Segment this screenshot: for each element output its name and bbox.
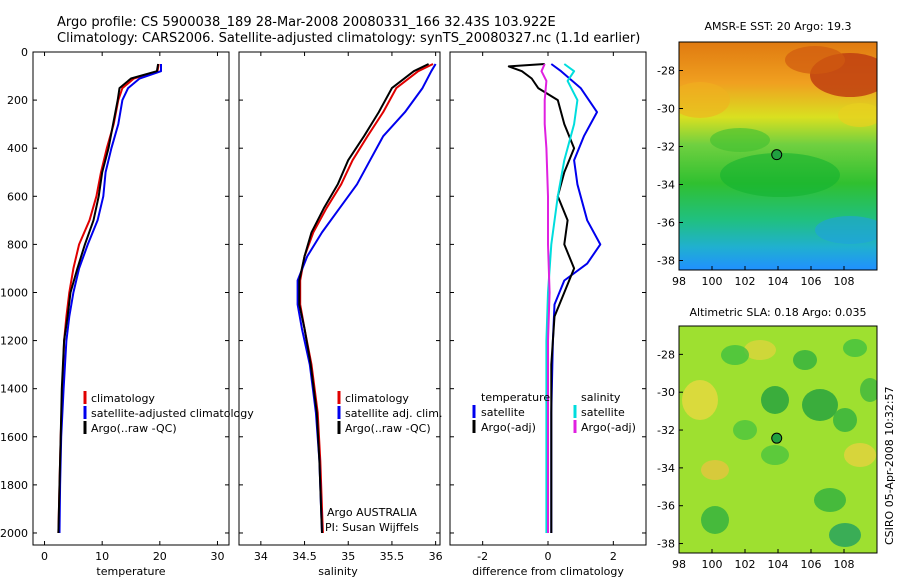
y-tick-label: 800 <box>7 238 28 251</box>
y-tick-label: 200 <box>7 94 28 107</box>
map-x-tick-label: 108 <box>834 558 855 571</box>
x-tick-label: 0 <box>545 550 552 563</box>
sla-argo-location-marker <box>771 432 783 444</box>
map-y-tick-label: -34 <box>657 462 675 475</box>
temperature-axes-box <box>32 51 230 546</box>
salinity-legend: climatology satellite adj. clim. Argo(..… <box>337 391 442 435</box>
argo-note-line1: Argo AUSTRALIA <box>327 506 417 519</box>
salinity-panel: 34 34.5 35 35.5 36 salinity climatology sate… <box>238 51 443 578</box>
y-tick-label: 1600 <box>0 431 28 444</box>
x-tick-label: 30 <box>210 550 224 563</box>
y-tick-label: 600 <box>7 190 28 203</box>
series-line-satellite-adjusted-climatology <box>58 64 162 534</box>
temperature-legend-climatology: climatology <box>91 392 155 405</box>
difference-plot: -2 0 2 <box>450 51 646 563</box>
map-x-tick-label: 106 <box>801 275 822 288</box>
map-y-tick-label: -28 <box>657 65 675 78</box>
map-y-tick-label: -30 <box>657 386 675 399</box>
series-line-argo-raw-qc- <box>298 63 430 534</box>
y-tick-label: 1400 <box>0 383 28 396</box>
map-x-tick-label: 106 <box>801 558 822 571</box>
sla-map-title: Altimetric SLA: 0.18 Argo: 0.035 <box>689 306 866 319</box>
sla-map-axes: 98 100 102 104 106 108 -28 -30 -32 -34 -36 -38 <box>657 348 854 571</box>
difference-legend-temp-argo: Argo(-adj) <box>481 421 536 434</box>
x-tick-label: -2 <box>477 550 488 563</box>
series-line-argo-raw-qc- <box>57 63 160 534</box>
map-x-tick-label: 98 <box>672 558 686 571</box>
x-tick-label: 0 <box>41 550 48 563</box>
x-tick-label: 35.5 <box>380 550 405 563</box>
series-line-climatology <box>57 63 160 534</box>
temperature-xlabel: temperature <box>96 565 165 578</box>
map-y-tick-label: -30 <box>657 103 675 116</box>
map-y-tick-label: -38 <box>657 538 675 551</box>
salinity-axes-box <box>238 51 441 546</box>
map-x-tick-label: 104 <box>768 558 789 571</box>
map-x-tick-label: 100 <box>702 558 723 571</box>
series-line-satellite-adj-clim- <box>296 63 437 534</box>
difference-legend-sal-heading: salinity <box>581 391 621 404</box>
map-y-tick-label: -34 <box>657 179 675 192</box>
map-x-tick-label: 98 <box>672 275 686 288</box>
temperature-legend: climatology satellite-adjusted climatolo… <box>83 391 254 435</box>
difference-panel: -2 0 2 difference from climatology tempera… <box>449 51 647 578</box>
map-x-tick-label: 100 <box>702 275 723 288</box>
sst-map-title: AMSR-E SST: 20 Argo: 19.3 <box>704 20 851 33</box>
x-tick-label: 34.5 <box>292 550 317 563</box>
difference-legend-sal-argo: Argo(-adj) <box>581 421 636 434</box>
map-y-tick-label: -36 <box>657 500 675 513</box>
difference-legend: temperature satellite Argo(-adj) salinit… <box>472 391 636 434</box>
map-y-tick-label: -28 <box>657 348 675 361</box>
temperature-plot: 0 10 20 30 0 200 400 600 800 1000 1200 1400 1600 1800… <box>0 46 229 563</box>
map-y-tick-label: -38 <box>657 255 675 268</box>
salinity-legend-satellite: satellite adj. clim. <box>345 407 442 420</box>
salinity-plot: 34 34.5 35 35.5 36 <box>239 51 443 563</box>
figure-title-line1: Argo profile: CS 5900038_189 28-Mar-2008… <box>57 15 556 30</box>
map-y-tick-label: -32 <box>657 141 675 154</box>
y-tick-label: 1800 <box>0 479 28 492</box>
y-tick-label: 2000 <box>0 527 28 540</box>
map-x-tick-label: 102 <box>735 558 756 571</box>
y-tick-label: 400 <box>7 142 28 155</box>
temperature-legend-argo: Argo(..raw -QC) <box>91 422 177 435</box>
temperature-panel: 0 10 20 30 0 200 400 600 800 1000 1200 1400 1600 1800… <box>0 46 254 578</box>
map-x-tick-label: 102 <box>735 275 756 288</box>
sla-map-panel: Altimetric SLA: 0.18 Argo: 0.035 98 100 10… <box>657 306 878 571</box>
sst-map-panel: AMSR-E SST: 20 Argo: 19.3 98 100 102 104 106… <box>657 20 878 289</box>
map-y-tick-label: -32 <box>657 424 675 437</box>
x-tick-label: 35 <box>341 550 355 563</box>
series-line-salinity-satellite <box>545 63 579 533</box>
difference-legend-sal-satellite: satellite <box>581 406 625 419</box>
x-tick-label: 36 <box>429 550 443 563</box>
temperature-legend-satellite: satellite-adjusted climatology <box>91 407 254 420</box>
x-tick-label: 34 <box>254 550 268 563</box>
side-timestamp: CSIRO 05-Apr-2008 10:32:57 <box>883 386 896 545</box>
map-x-tick-label: 104 <box>768 275 789 288</box>
y-tick-label: 1200 <box>0 335 28 348</box>
x-tick-label: 2 <box>610 550 617 563</box>
figure-title-line2: Climatology: CARS2006. Satellite-adjuste… <box>57 31 640 46</box>
y-tick-label: 0 <box>21 46 28 59</box>
x-tick-label: 10 <box>95 550 109 563</box>
difference-legend-temp-heading: temperature <box>481 391 550 404</box>
difference-xlabel: difference from climatology <box>472 565 624 578</box>
series-line-salinity-argo-adj- <box>540 63 551 533</box>
series-line-temperature-argo-adj- <box>507 63 576 533</box>
y-tick-label: 1000 <box>0 286 28 299</box>
salinity-legend-climatology: climatology <box>345 392 409 405</box>
series-line-temperature-satellite <box>550 63 602 533</box>
map-x-tick-label: 108 <box>834 275 855 288</box>
sst-map-axes: 98 100 102 104 106 108 -28 -30 -32 -34 -36 -38 <box>657 65 854 289</box>
argo-note-line2: PI: Susan Wijffels <box>325 521 419 534</box>
sst-argo-location-marker <box>771 149 783 161</box>
map-y-tick-label: -36 <box>657 217 675 230</box>
salinity-legend-argo: Argo(..raw -QC) <box>345 422 431 435</box>
x-tick-label: 20 <box>153 550 167 563</box>
difference-legend-temp-satellite: satellite <box>481 406 525 419</box>
salinity-xlabel: salinity <box>318 565 358 578</box>
